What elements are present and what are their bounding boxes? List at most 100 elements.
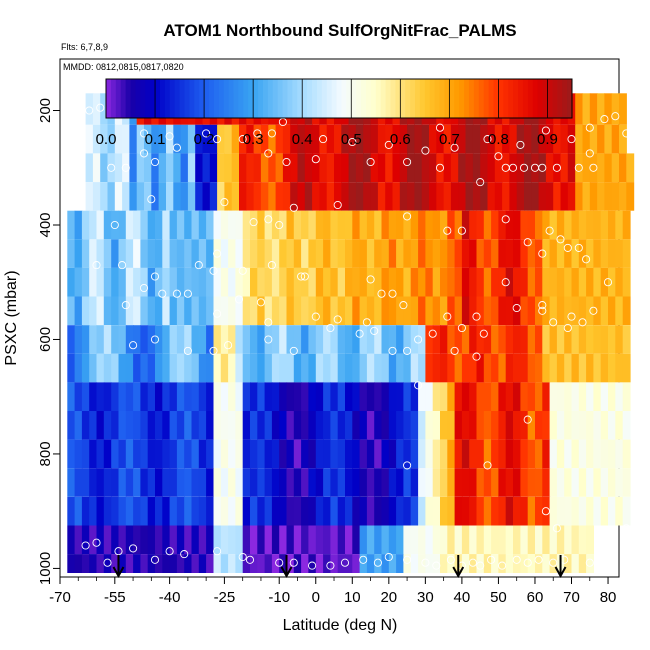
colorbar-tick-label: 0.8 bbox=[488, 131, 509, 148]
heatmap-cell bbox=[257, 439, 266, 469]
heatmap-cell bbox=[257, 353, 266, 383]
heatmap-cell bbox=[180, 182, 189, 211]
heatmap-cell bbox=[184, 296, 193, 326]
heatmap-cell bbox=[158, 153, 167, 182]
sample-point bbox=[472, 352, 481, 361]
heatmap-cell bbox=[293, 439, 302, 469]
colorbar-segment bbox=[513, 79, 519, 118]
heatmap-cell bbox=[542, 325, 551, 354]
heatmap-cell bbox=[242, 382, 251, 411]
heatmap-cell bbox=[239, 124, 247, 154]
heatmap-cell bbox=[578, 439, 587, 469]
heatmap-cell bbox=[586, 554, 594, 573]
heatmap-cell bbox=[381, 382, 390, 411]
heatmap-cell bbox=[67, 267, 76, 297]
y-tick-label: 1000 bbox=[37, 552, 54, 585]
sample-point bbox=[264, 149, 273, 158]
heatmap-cell bbox=[213, 239, 222, 268]
heatmap-cell bbox=[392, 124, 401, 154]
heatmap-cell bbox=[520, 353, 529, 383]
heatmap-cell bbox=[440, 210, 448, 240]
heatmap-cell bbox=[184, 554, 193, 573]
heatmap-cell bbox=[220, 496, 229, 526]
heatmap-cell bbox=[286, 267, 295, 297]
heatmap-cell bbox=[425, 525, 434, 555]
sample-point bbox=[567, 312, 576, 321]
heatmap-cell bbox=[352, 210, 361, 240]
heatmap-cell bbox=[140, 554, 149, 573]
heatmap-cell bbox=[366, 296, 375, 326]
heatmap-cell bbox=[103, 439, 112, 469]
heatmap-cell bbox=[403, 468, 412, 497]
heatmap-cell bbox=[330, 525, 339, 555]
heatmap-cell bbox=[301, 210, 309, 240]
heatmap-cell bbox=[535, 439, 543, 469]
heatmap-cell bbox=[513, 468, 521, 497]
heatmap-cell bbox=[622, 267, 631, 297]
sample-point bbox=[103, 558, 112, 567]
heatmap-cell bbox=[271, 525, 280, 555]
heatmap-cell bbox=[359, 239, 368, 268]
heatmap-cell bbox=[140, 325, 149, 354]
heatmap-cell bbox=[158, 124, 167, 154]
heatmap-cell bbox=[206, 411, 214, 440]
heatmap-cell bbox=[469, 411, 478, 440]
heatmap-cell bbox=[447, 296, 456, 326]
heatmap-cell bbox=[147, 554, 156, 573]
heatmap-cell bbox=[271, 468, 280, 497]
heatmap-cell bbox=[461, 554, 470, 573]
heatmap-cell bbox=[425, 239, 434, 268]
heatmap-cell bbox=[476, 411, 485, 440]
heatmap-cell bbox=[173, 124, 182, 154]
heatmap-cell bbox=[133, 468, 141, 497]
heatmap-cell bbox=[308, 411, 317, 440]
heatmap-cell bbox=[410, 210, 419, 240]
heatmap-cell bbox=[319, 153, 328, 182]
colorbar-segment bbox=[331, 79, 337, 118]
heatmap-cell bbox=[129, 124, 138, 154]
sample-point bbox=[209, 346, 218, 355]
heatmap-cell bbox=[176, 525, 185, 555]
heatmap-cell bbox=[308, 353, 317, 383]
heatmap-cell bbox=[242, 210, 251, 240]
sample-point bbox=[457, 323, 466, 333]
colorbar-segment bbox=[567, 79, 573, 118]
heatmap-cell bbox=[520, 267, 529, 297]
colorbar-segment bbox=[508, 79, 514, 118]
heatmap-cell bbox=[377, 124, 386, 154]
heatmap-cell bbox=[403, 525, 412, 555]
x-tick-label: 60 bbox=[527, 589, 544, 606]
colorbar-segment bbox=[125, 79, 131, 118]
heatmap-cell bbox=[447, 239, 456, 268]
sample-point bbox=[183, 289, 192, 298]
sample-point bbox=[585, 123, 594, 132]
heatmap-cell bbox=[275, 182, 284, 211]
heatmap-cell bbox=[454, 267, 463, 297]
heatmap-cell bbox=[399, 124, 408, 154]
heatmap-cell bbox=[407, 182, 415, 211]
heatmap-cell bbox=[440, 239, 448, 268]
heatmap-cell bbox=[366, 411, 375, 440]
sample-point bbox=[472, 312, 481, 321]
heatmap-cell bbox=[388, 325, 397, 354]
sample-point bbox=[245, 555, 255, 564]
heatmap-cell bbox=[586, 525, 594, 555]
heatmap-cell bbox=[560, 124, 569, 154]
heatmap-cell bbox=[509, 153, 518, 182]
heatmap-cell bbox=[315, 210, 324, 240]
sample-point bbox=[253, 129, 262, 138]
sample-point bbox=[289, 203, 298, 212]
heatmap-cell bbox=[235, 468, 244, 497]
heatmap-cell bbox=[593, 496, 602, 526]
heatmap-cell bbox=[301, 382, 309, 411]
heatmap-cell bbox=[341, 153, 350, 182]
heatmap-cell bbox=[67, 382, 76, 411]
heatmap-cell bbox=[103, 382, 112, 411]
heatmap-cell bbox=[377, 182, 386, 211]
heatmap-cell bbox=[67, 439, 76, 469]
heatmap-cell bbox=[622, 296, 631, 326]
colorbar-tick-label: 0.9 bbox=[537, 131, 558, 148]
heatmap-cell bbox=[308, 239, 317, 268]
heatmap-cell bbox=[538, 124, 547, 154]
